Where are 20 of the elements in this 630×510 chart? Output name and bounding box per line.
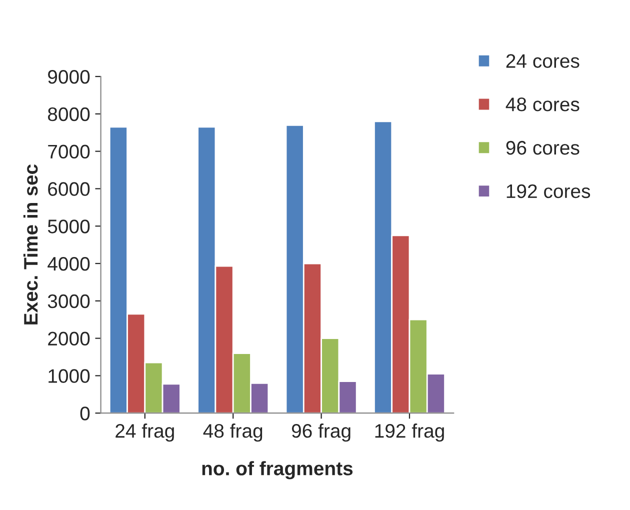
y-tick-label: 4000 bbox=[48, 256, 90, 271]
y-tick-label: 2000 bbox=[48, 332, 90, 346]
x-tick-label: 48 frag bbox=[203, 424, 262, 442]
legend-label: 192 cores bbox=[506, 184, 590, 198]
y-tick-label: 1000 bbox=[48, 369, 90, 383]
y-tick-label: 5000 bbox=[48, 220, 90, 234]
y-tick-label: 7000 bbox=[48, 144, 90, 159]
y-tick-label: 3000 bbox=[48, 294, 90, 308]
x-axis-title: no. of fragments bbox=[202, 461, 353, 480]
y-tick-label: 8000 bbox=[48, 107, 90, 122]
legend-label: 24 cores bbox=[506, 54, 580, 68]
legend-label: 96 cores bbox=[506, 140, 580, 155]
legend-label: 48 cores bbox=[506, 98, 580, 112]
x-tick-label: 192 frag bbox=[375, 424, 444, 442]
y-tick-label: 9000 bbox=[48, 70, 90, 84]
x-tick-label: 96 frag bbox=[292, 424, 350, 442]
x-tick-label: 24 frag bbox=[116, 424, 174, 442]
y-tick-label: 6000 bbox=[48, 182, 90, 196]
y-tick-label: 0 bbox=[80, 406, 90, 420]
y-axis-title: Exec. Time in sec bbox=[23, 164, 38, 324]
